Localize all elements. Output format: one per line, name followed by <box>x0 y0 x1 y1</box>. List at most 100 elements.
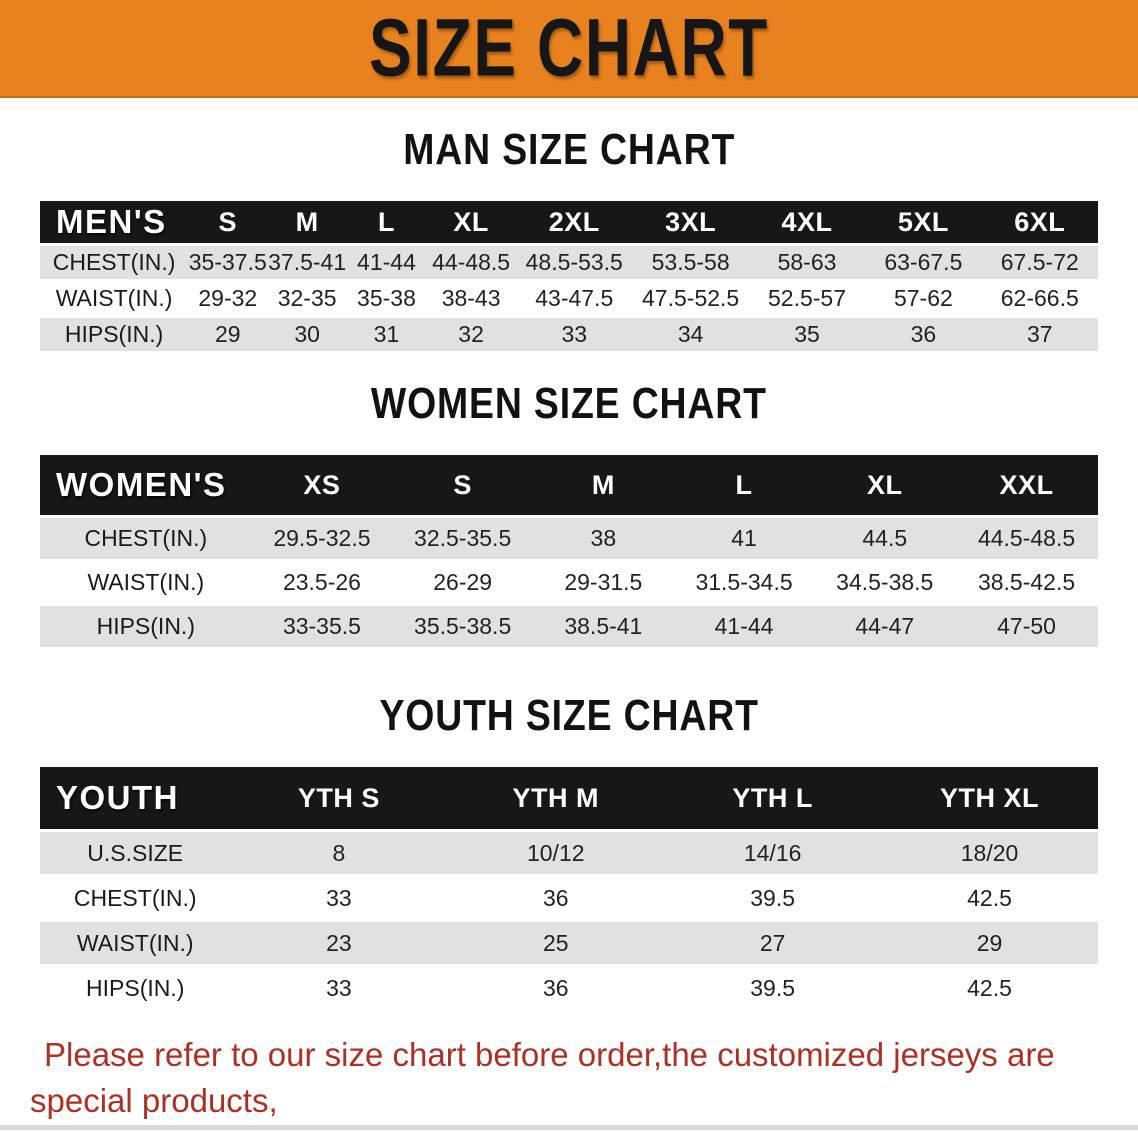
table-row: HIPS(IN.) 33 36 39.5 42.5 <box>40 967 1098 1009</box>
section-title-youth: YOUTH SIZE CHART <box>0 694 1138 738</box>
size-value-cell: 34.5-38.5 <box>814 562 956 603</box>
size-value-cell: 32-35 <box>267 282 347 315</box>
measurement-row-label: WAIST(IN.) <box>40 282 189 315</box>
size-value-cell: 39.5 <box>664 967 882 1009</box>
size-column-header: M <box>267 201 347 243</box>
size-value-cell: 30 <box>267 318 347 351</box>
size-value-cell: 37 <box>981 318 1098 351</box>
disclaimer-line-1: Please refer to our size chart before or… <box>30 1036 1055 1119</box>
section-title-man-text: MAN SIZE CHART <box>403 125 735 174</box>
size-column-header: S <box>188 201 268 243</box>
size-value-cell: 41-44 <box>673 606 815 647</box>
size-column-header: YTH XL <box>881 767 1098 829</box>
size-value-cell: 33 <box>230 967 448 1009</box>
size-value-cell: 38.5-41 <box>533 606 674 647</box>
size-column-header: YTH M <box>447 767 665 829</box>
size-value-cell: 26-29 <box>392 562 533 603</box>
size-value-cell: 23 <box>230 922 448 964</box>
size-value-cell: 32 <box>426 318 517 351</box>
size-value-cell: 36 <box>447 877 665 919</box>
size-value-cell: 44.5-48.5 <box>955 518 1098 559</box>
size-value-cell: 33 <box>516 318 633 351</box>
measurement-row-label: CHEST(IN.) <box>40 518 252 559</box>
size-column-header: XS <box>251 455 393 515</box>
table-row: CHEST(IN.) 29.5-32.5 32.5-35.5 38 41 44.5 44.5… <box>40 518 1098 559</box>
banner-title: SIZE CHART <box>369 2 769 93</box>
men-table-header-row: MEN'S S M L XL 2XL 3XL 4XL 5XL 6XL <box>40 201 1098 243</box>
size-value-cell: 29-31.5 <box>533 562 674 603</box>
table-row: HIPS(IN.) 33-35.5 35.5-38.5 38.5-41 41-44 44-… <box>40 606 1098 647</box>
measurement-row-label: CHEST(IN.) <box>40 877 231 919</box>
women-size-table: WOMEN'S XS S M L XL XXL CHEST(IN.) 29.5-32.5 32.… <box>40 452 1098 650</box>
size-column-header: XL <box>814 455 956 515</box>
size-value-cell: 47.5-52.5 <box>632 282 749 315</box>
size-chart-banner: SIZE CHART <box>0 0 1138 98</box>
size-column-header: L <box>673 455 815 515</box>
size-value-cell: 48.5-53.5 <box>516 246 633 279</box>
table-row: HIPS(IN.) 29 30 31 32 33 34 35 36 37 <box>40 318 1098 351</box>
measurement-row-label: U.S.SIZE <box>40 832 231 874</box>
size-value-cell: 58-63 <box>748 246 866 279</box>
size-value-cell: 38 <box>533 518 674 559</box>
measurement-row-label: HIPS(IN.) <box>40 606 252 647</box>
size-value-cell: 33-35.5 <box>251 606 393 647</box>
size-value-cell: 67.5-72 <box>981 246 1098 279</box>
size-value-cell: 36 <box>865 318 982 351</box>
size-value-cell: 10/12 <box>447 832 665 874</box>
size-column-header: 4XL <box>748 201 866 243</box>
table-row: CHEST(IN.) 35-37.5 37.5-41 41-44 44-48.5 48.5… <box>40 246 1098 279</box>
size-value-cell: 44.5 <box>814 518 956 559</box>
youth-size-table: YOUTH YTH S YTH M YTH L YTH XL U.S.SIZE 8 10/1… <box>40 764 1098 1012</box>
table-group-label: WOMEN'S <box>40 455 252 515</box>
size-value-cell: 23.5-26 <box>251 562 393 603</box>
size-value-cell: 37.5-41 <box>267 246 347 279</box>
size-value-cell: 53.5-58 <box>632 246 749 279</box>
size-value-cell: 36 <box>447 967 665 1009</box>
size-column-header: XXL <box>955 455 1098 515</box>
table-row: WAIST(IN.) 23.5-26 26-29 29-31.5 31.5-34.5 34… <box>40 562 1098 603</box>
size-value-cell: 42.5 <box>881 877 1098 919</box>
size-value-cell: 32.5-35.5 <box>392 518 533 559</box>
section-title-youth-text: YOUTH SIZE CHART <box>379 691 759 740</box>
size-value-cell: 62-66.5 <box>981 282 1098 315</box>
size-value-cell: 35.5-38.5 <box>392 606 533 647</box>
table-row: CHEST(IN.) 33 36 39.5 42.5 <box>40 877 1098 919</box>
size-value-cell: 31.5-34.5 <box>673 562 815 603</box>
measurement-row-label: HIPS(IN.) <box>40 318 189 351</box>
size-value-cell: 44-47 <box>814 606 956 647</box>
size-column-header: YTH S <box>230 767 448 829</box>
size-value-cell: 38-43 <box>426 282 517 315</box>
men-size-table: MEN'S S M L XL 2XL 3XL 4XL 5XL 6XL CHEST(IN.) 35-3… <box>40 198 1098 354</box>
size-value-cell: 52.5-57 <box>748 282 866 315</box>
size-value-cell: 29 <box>881 922 1098 964</box>
size-value-cell: 29 <box>188 318 268 351</box>
size-value-cell: 57-62 <box>865 282 982 315</box>
size-value-cell: 27 <box>664 922 882 964</box>
size-column-header: S <box>392 455 533 515</box>
size-value-cell: 42.5 <box>881 967 1098 1009</box>
size-value-cell: 44-48.5 <box>426 246 517 279</box>
table-row: WAIST(IN.) 23 25 27 29 <box>40 922 1098 964</box>
disclaimer-text: Please refer to our size chart before or… <box>0 1032 1138 1132</box>
section-title-man: MAN SIZE CHART <box>0 128 1138 172</box>
size-value-cell: 18/20 <box>881 832 1098 874</box>
section-title-women-text: WOMEN SIZE CHART <box>371 379 767 428</box>
size-value-cell: 35 <box>748 318 866 351</box>
size-column-header: 5XL <box>865 201 982 243</box>
size-column-header: XL <box>426 201 517 243</box>
size-column-header: 3XL <box>632 201 749 243</box>
size-value-cell: 25 <box>447 922 665 964</box>
size-column-header: YTH L <box>664 767 882 829</box>
size-value-cell: 38.5-42.5 <box>955 562 1098 603</box>
size-value-cell: 41-44 <box>346 246 427 279</box>
table-group-label: MEN'S <box>40 201 189 243</box>
section-title-women: WOMEN SIZE CHART <box>0 382 1138 426</box>
table-row: U.S.SIZE 8 10/12 14/16 18/20 <box>40 832 1098 874</box>
size-value-cell: 63-67.5 <box>865 246 982 279</box>
bottom-edge-strip <box>0 1125 1138 1130</box>
size-value-cell: 29-32 <box>188 282 268 315</box>
size-column-header: 2XL <box>516 201 633 243</box>
size-value-cell: 8 <box>230 832 448 874</box>
measurement-row-label: HIPS(IN.) <box>40 967 231 1009</box>
measurement-row-label: WAIST(IN.) <box>40 922 231 964</box>
